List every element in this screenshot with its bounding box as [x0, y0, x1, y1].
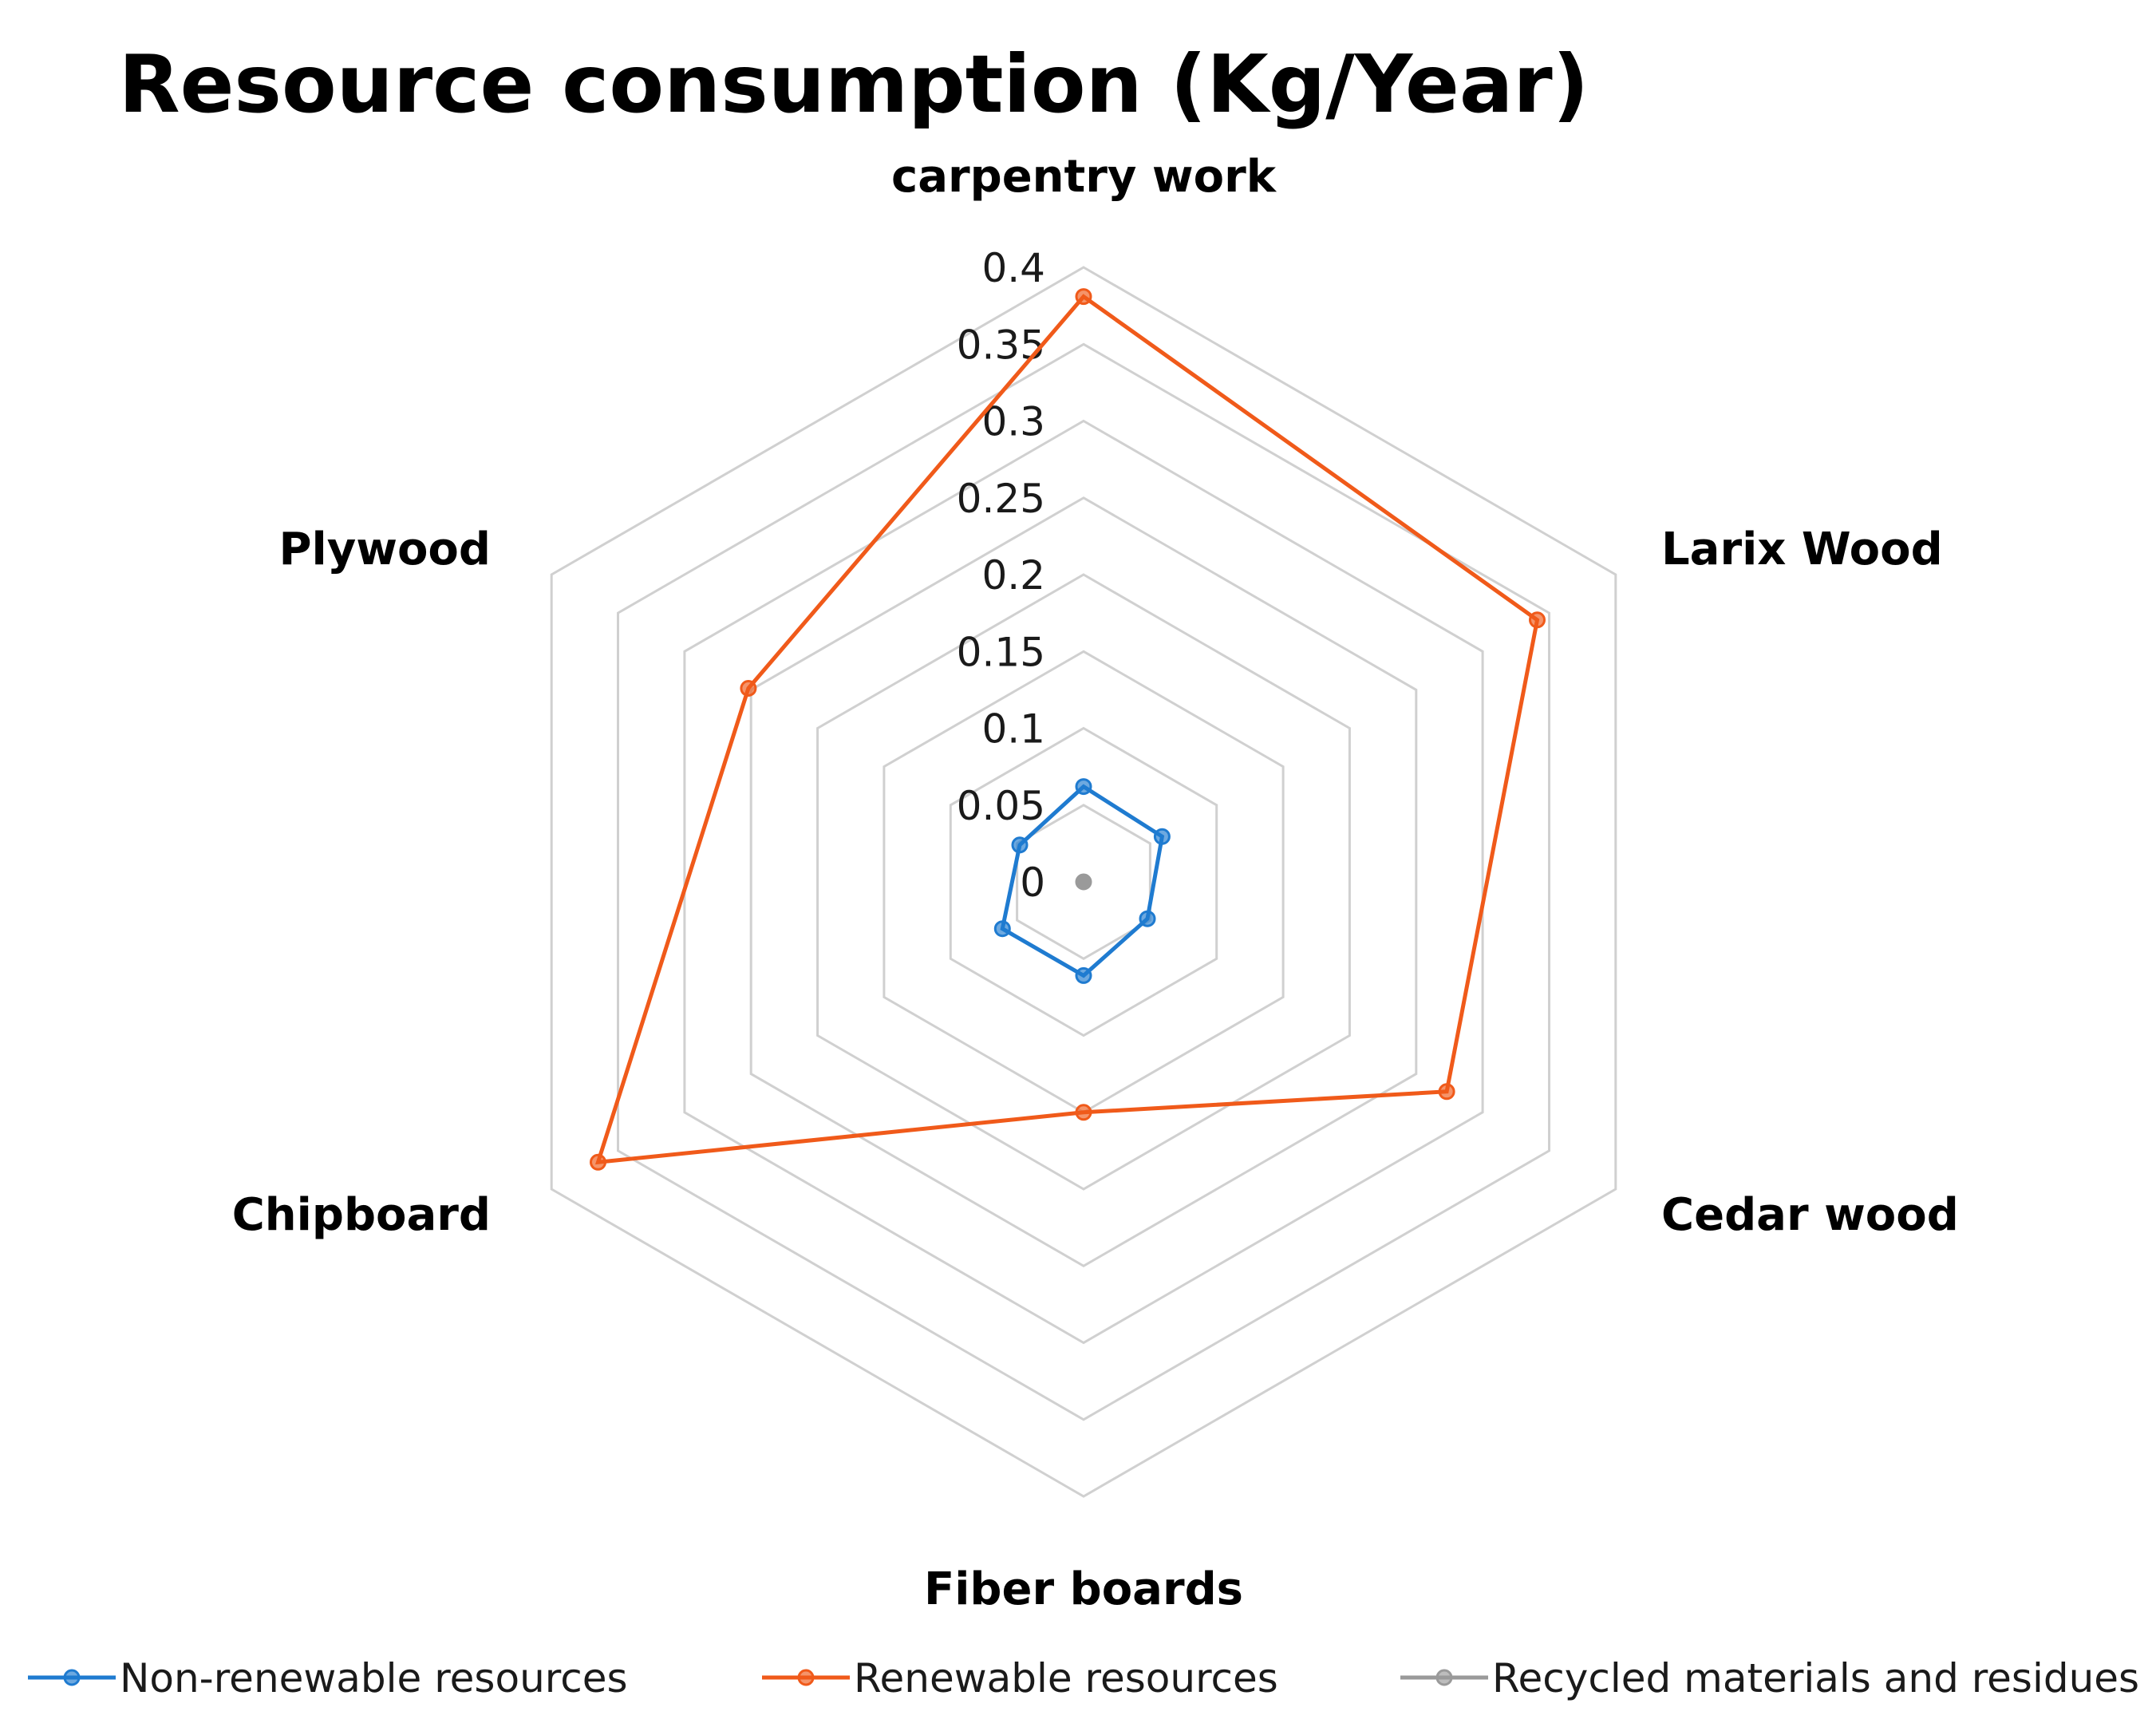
- data-point: [1011, 836, 1029, 854]
- data-point: [993, 920, 1011, 938]
- grid-ring-4: [816, 573, 1351, 1191]
- data-point: [1153, 828, 1171, 845]
- radar-grid: [550, 266, 1617, 1498]
- grid-ring-8: [550, 266, 1617, 1498]
- grid-ring-2: [949, 726, 1218, 1037]
- data-point: [1075, 288, 1092, 306]
- data-point: [1075, 966, 1092, 984]
- data-point: [1075, 1104, 1092, 1121]
- legend-swatch-marker: [797, 1669, 815, 1686]
- legend-label: Recycled materials and residues: [1492, 1655, 2139, 1701]
- category-label: Cedar wood: [1661, 1189, 1959, 1241]
- tick-label: 0.25: [957, 476, 1045, 522]
- tick-label: 0.3: [981, 399, 1045, 445]
- legend-swatch-marker: [63, 1669, 81, 1686]
- data-point: [1075, 778, 1092, 796]
- data-point: [740, 680, 757, 697]
- tick-label: 0.15: [957, 629, 1045, 675]
- category-label: carpentry work: [891, 151, 1277, 203]
- legend-item: Non-renewable resources: [28, 1655, 628, 1701]
- data-point: [1438, 1083, 1455, 1101]
- grid-ring-6: [683, 419, 1484, 1345]
- tick-label: 0.4: [981, 245, 1045, 291]
- legend-item: Recycled materials and residues: [1400, 1655, 2139, 1701]
- legend-item: Renewable resources: [762, 1655, 1278, 1701]
- data-point: [1075, 873, 1092, 891]
- series-2: [1075, 873, 1092, 891]
- category-label: Plywood: [278, 524, 491, 575]
- chart-title: Resource consumption (Kg/Year): [119, 38, 1589, 131]
- legend: Non-renewable resources Renewable resourc…: [28, 1655, 2139, 1701]
- category-label: Larix Wood: [1661, 524, 1943, 575]
- data-point: [1139, 910, 1156, 927]
- data-point: [1529, 611, 1546, 629]
- series-group: [590, 288, 1546, 1171]
- legend-label: Non-renewable resources: [120, 1655, 628, 1701]
- radial-tick-labels: 0 0.05 0.1 0.15 0.2 0.25 0.3 0.35 0.4: [957, 245, 1045, 906]
- series-0: [993, 778, 1171, 984]
- legend-swatch-marker: [1435, 1669, 1453, 1686]
- tick-label: 0.35: [957, 322, 1045, 368]
- data-point: [590, 1153, 606, 1171]
- category-label: Chipboard: [232, 1189, 491, 1241]
- legend-label: Renewable resources: [854, 1655, 1278, 1701]
- tick-label: 0: [1020, 860, 1045, 906]
- tick-label: 0.1: [981, 706, 1045, 753]
- tick-label: 0.2: [981, 552, 1045, 599]
- series-line: [594, 294, 1540, 1165]
- category-label: Fiber boards: [924, 1563, 1243, 1615]
- series-1: [590, 288, 1546, 1171]
- grid-ring-7: [617, 342, 1550, 1421]
- category-labels: carpentry work Larix Wood Cedar wood Fiber …: [232, 151, 1959, 1615]
- tick-label: 0.05: [957, 783, 1045, 829]
